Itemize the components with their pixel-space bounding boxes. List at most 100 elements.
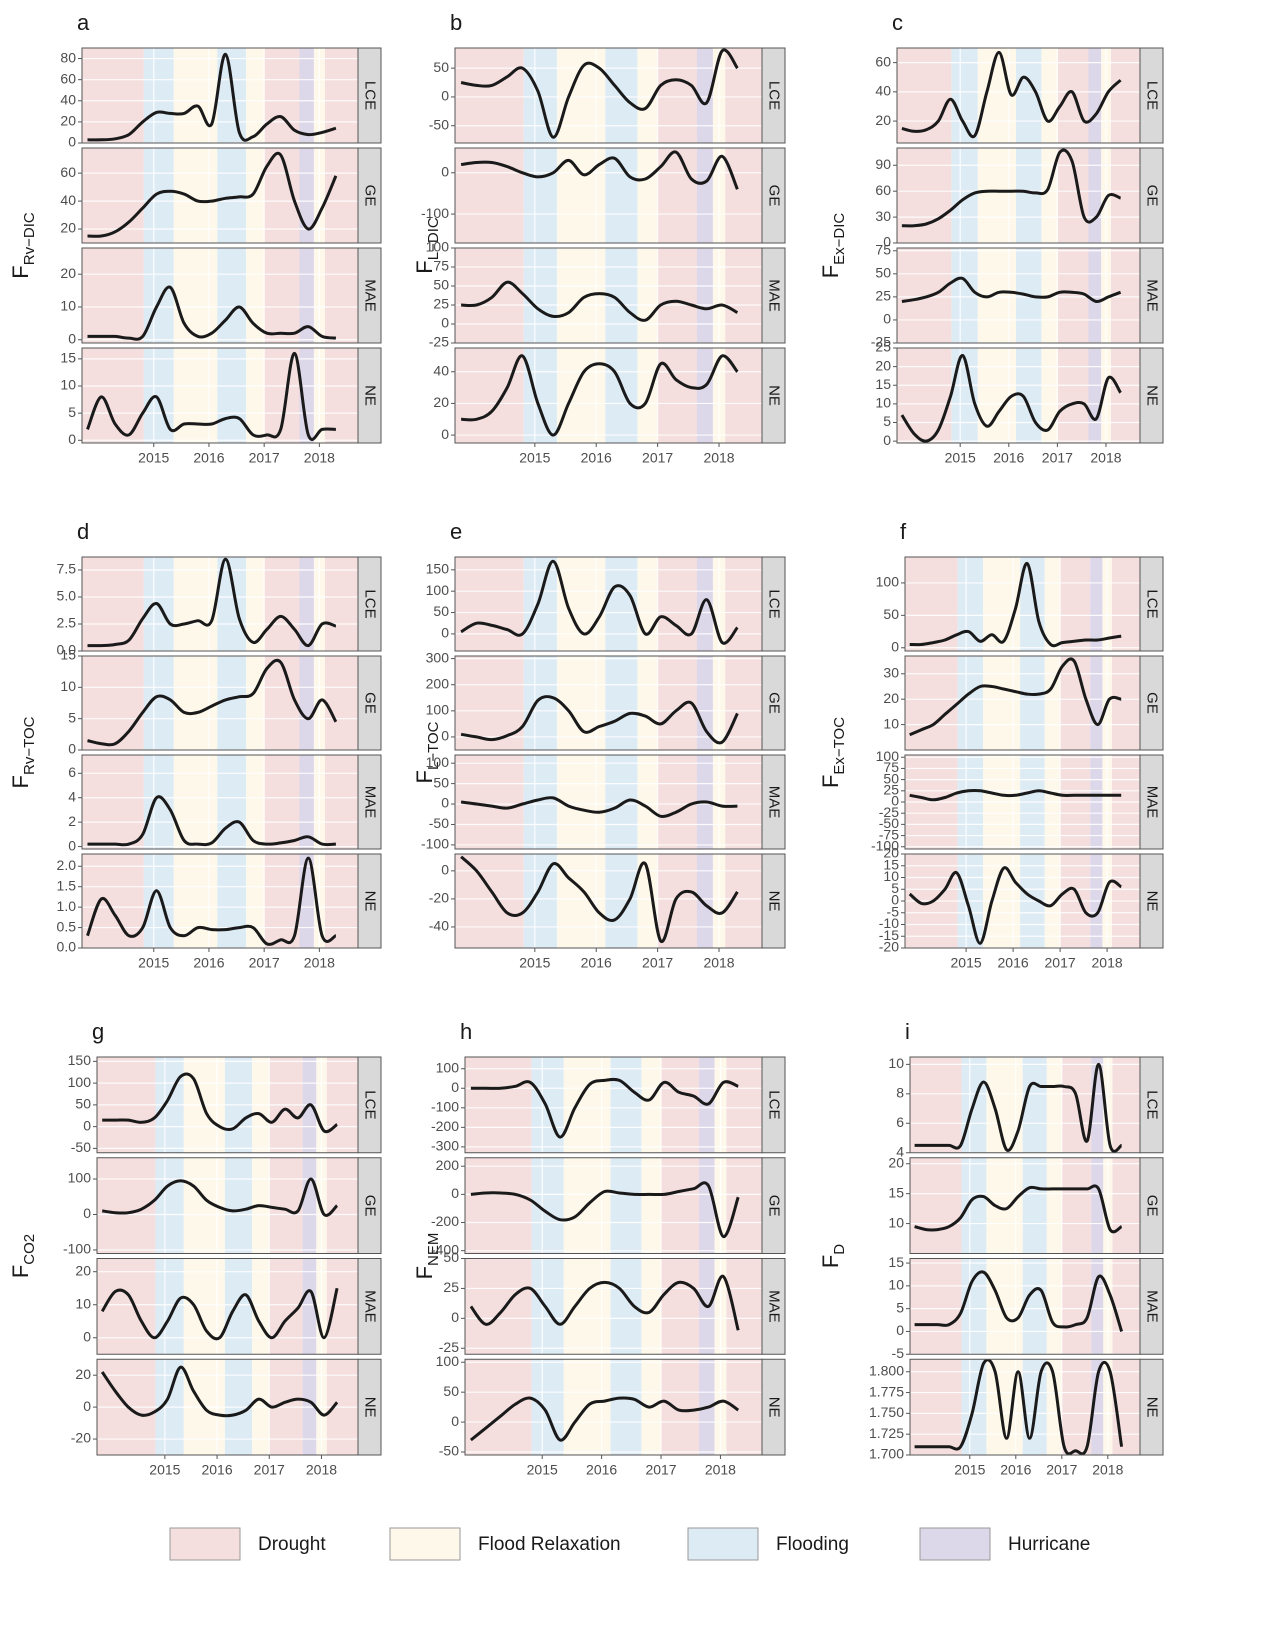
period-band <box>245 557 265 651</box>
period-band <box>726 1359 762 1455</box>
facet <box>897 248 1140 343</box>
strip-label: GE <box>362 692 379 714</box>
y-tick-label: 0 <box>441 315 449 331</box>
x-tick-label: 2018 <box>1092 955 1123 971</box>
line <box>461 354 739 437</box>
strip <box>357 1056 382 1154</box>
period-band <box>324 248 358 343</box>
period-band <box>637 557 658 651</box>
y-tick-label: 15 <box>888 1254 904 1270</box>
period-band <box>1112 1157 1140 1254</box>
y-tick-label: -50 <box>429 116 449 132</box>
y-tick-label: -100 <box>421 836 449 852</box>
period-band <box>531 1258 564 1355</box>
y-tick-label: 0 <box>441 862 449 878</box>
facet <box>910 1258 1140 1355</box>
period-band <box>961 1258 987 1355</box>
period-band <box>224 1258 253 1355</box>
y-axis-label-main: F <box>818 1255 843 1268</box>
strip-label: MAE <box>362 1290 379 1323</box>
period-band <box>661 1157 700 1254</box>
x-tick-label: 2017 <box>249 955 280 971</box>
y-tick-label: 0 <box>451 1309 459 1325</box>
y-axis-label-sub: NEM <box>425 1233 442 1266</box>
y-tick-label: -25 <box>871 334 891 350</box>
y-tick-label: -20 <box>71 1430 91 1446</box>
strip-label: MAE <box>1144 1290 1161 1323</box>
x-tick-label: 2015 <box>149 1462 180 1478</box>
strip <box>357 754 382 850</box>
y-tick-label: 0 <box>68 741 76 757</box>
strip-label: MAE <box>362 279 379 312</box>
period-band <box>610 1057 642 1153</box>
period-band <box>725 656 762 750</box>
strip <box>1139 347 1164 444</box>
y-tick-label: 200 <box>436 1157 460 1173</box>
period-band <box>563 1258 611 1355</box>
y-tick-label: 150 <box>68 1052 92 1068</box>
period-band <box>983 656 1021 750</box>
period-band <box>897 148 952 243</box>
facet <box>455 248 762 343</box>
strip <box>761 347 786 444</box>
period-band <box>725 248 762 343</box>
line <box>469 1274 740 1331</box>
y-axis-label: FCO2 <box>8 1234 38 1278</box>
period-band <box>245 854 265 948</box>
y-tick-label: 100 <box>876 574 900 590</box>
facet <box>455 348 762 443</box>
line <box>100 1287 339 1341</box>
period-band <box>173 248 218 343</box>
y-tick-label: 0 <box>83 1205 91 1221</box>
y-tick-label: 10 <box>883 715 899 731</box>
line <box>86 351 336 441</box>
y-tick-label: 0 <box>441 795 449 811</box>
y-tick-label: 10 <box>60 377 76 393</box>
y-tick-label: 8 <box>896 1085 904 1101</box>
panel-letter: h <box>460 1019 472 1044</box>
period-band <box>605 656 638 750</box>
strip <box>357 853 382 949</box>
x-tick-label: 2015 <box>954 1462 985 1478</box>
strip <box>1139 754 1164 850</box>
y-tick-label: 15 <box>883 856 899 872</box>
y-tick-label: 40 <box>60 91 76 107</box>
period-band <box>82 248 144 343</box>
y-tick-label: 2 <box>68 813 76 829</box>
y-tick-label: 0 <box>451 1079 459 1095</box>
period-band <box>82 854 144 948</box>
x-tick-label: 2016 <box>993 450 1024 466</box>
period-band <box>173 148 218 243</box>
y-tick-label: 20 <box>875 112 891 128</box>
period-band <box>143 755 174 849</box>
strip-label: NE <box>1144 1397 1161 1418</box>
period-band <box>326 1258 358 1355</box>
strip <box>1139 1258 1164 1355</box>
y-tick-label: -100 <box>63 1241 91 1257</box>
legend-label: Hurricane <box>1008 1534 1090 1555</box>
strip-label: NE <box>1144 891 1161 912</box>
y-tick-label: 20 <box>60 113 76 129</box>
period-band <box>977 148 1017 243</box>
x-tick-label: 2018 <box>304 955 335 971</box>
y-tick-label: 0.5 <box>57 918 77 934</box>
y-axis-label: FRv−DIC <box>8 212 38 279</box>
legend-swatch <box>169 1527 241 1561</box>
x-tick-label: 2017 <box>645 1462 676 1478</box>
period-band <box>465 1057 532 1153</box>
y-tick-label: 10 <box>875 395 891 411</box>
period-band <box>82 48 144 143</box>
period-band <box>1022 1157 1047 1254</box>
strip-label: GE <box>766 692 783 714</box>
period-band <box>637 755 658 849</box>
line <box>460 855 739 943</box>
x-tick-label: 2018 <box>1092 1462 1123 1478</box>
period-band <box>1022 1057 1047 1153</box>
y-tick-label: -200 <box>431 1118 459 1134</box>
y-tick-label: 0 <box>896 1322 904 1338</box>
period-band <box>657 248 697 343</box>
panel-letter: c <box>892 10 903 35</box>
line <box>901 148 1122 228</box>
y-tick-label: -50 <box>71 1139 91 1155</box>
